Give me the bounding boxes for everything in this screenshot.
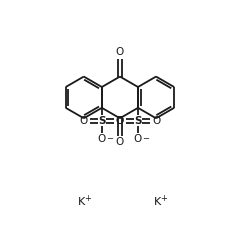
Text: +: + xyxy=(160,194,167,203)
Text: K: K xyxy=(78,197,86,207)
Text: O: O xyxy=(116,47,124,57)
Text: O: O xyxy=(116,116,124,126)
Text: S: S xyxy=(98,116,106,126)
Text: S: S xyxy=(134,116,142,126)
Text: +: + xyxy=(84,194,91,203)
Text: O: O xyxy=(98,134,106,144)
Text: −: − xyxy=(142,134,149,143)
Text: O: O xyxy=(116,137,124,148)
Text: O: O xyxy=(152,116,160,126)
Text: O: O xyxy=(80,116,88,126)
Text: O: O xyxy=(134,134,142,144)
Text: −: − xyxy=(106,134,113,143)
Text: O: O xyxy=(116,116,124,126)
Text: K: K xyxy=(154,197,161,207)
